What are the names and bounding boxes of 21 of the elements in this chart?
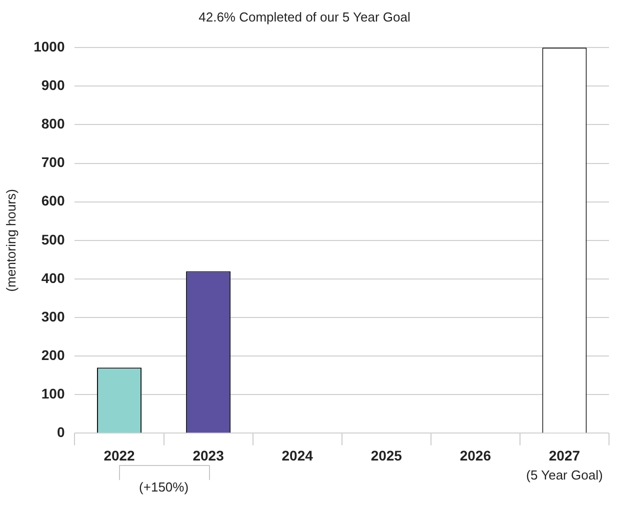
x-tick-label: 2024 [282, 447, 314, 464]
x-tick-label: 2022 [104, 447, 136, 464]
y-tick-label: 200 [41, 346, 65, 363]
chart-title: 42.6% Completed of our 5 Year Goal [198, 9, 410, 24]
y-tick-label: 700 [41, 154, 65, 170]
y-axis-title: (mentoring hours) [3, 189, 18, 292]
x-tick-label: 2027 [548, 447, 580, 464]
y-tick-label: 800 [41, 116, 65, 132]
y-tick-label: 500 [41, 231, 65, 248]
text: (+150%) [139, 479, 189, 494]
y-tick-label: 1000 [34, 38, 65, 54]
y-tick-label: 400 [41, 270, 65, 286]
x-tick-label: 2023 [192, 447, 224, 464]
x-tick-label: 2025 [370, 447, 402, 464]
y-tick-label: 300 [41, 308, 65, 324]
y-tick-label: 900 [41, 77, 65, 94]
y-tick-label: 0 [56, 424, 65, 440]
y-tick-label: 600 [41, 192, 65, 209]
y-tick-label: 100 [41, 386, 65, 402]
text: (5 Year Goal) [526, 467, 603, 482]
x-tick-label: 2026 [460, 447, 492, 464]
